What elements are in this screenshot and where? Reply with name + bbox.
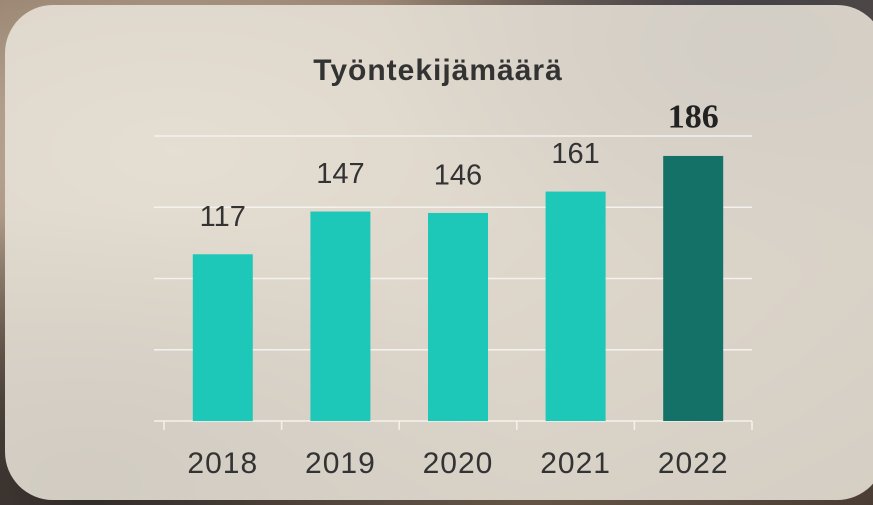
value-label: 147: [316, 158, 364, 190]
value-label: 146: [434, 160, 482, 192]
x-tick-label: 2021: [540, 447, 611, 480]
bar: [310, 211, 371, 421]
bar: [663, 155, 724, 421]
bar: [428, 212, 488, 421]
value-label: 186: [668, 99, 719, 136]
x-tick-label: 2019: [305, 447, 376, 480]
x-tick-label: 2022: [658, 447, 729, 480]
x-tick-label: 2018: [187, 447, 258, 480]
value-label: 117: [200, 201, 246, 233]
bar: [545, 191, 606, 421]
bar: [192, 254, 253, 421]
chart-title: Työntekijämäärä: [313, 54, 563, 87]
x-tick-label: 2020: [423, 447, 494, 480]
value-label: 161: [551, 138, 599, 170]
